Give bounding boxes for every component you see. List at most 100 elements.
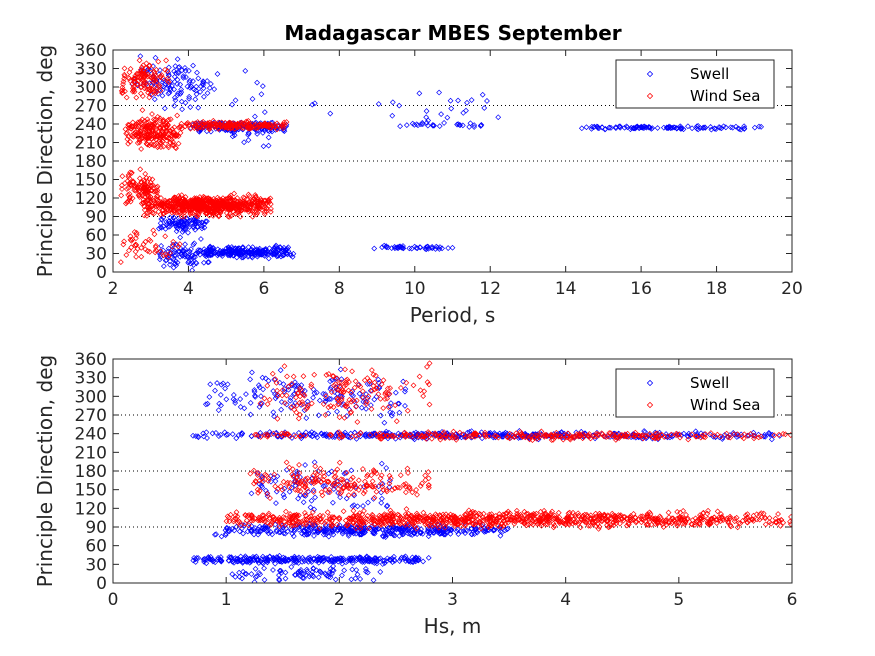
data-point (487, 518, 493, 525)
scatter-points (190, 360, 792, 583)
data-point (123, 130, 130, 137)
data-point (255, 250, 262, 257)
data-point (229, 201, 236, 208)
data-point (348, 528, 355, 535)
data-point (392, 519, 399, 526)
data-point (252, 574, 259, 580)
data-point (447, 517, 454, 524)
data-point (416, 90, 423, 97)
data-point (151, 71, 158, 77)
legend-label: Swell (690, 65, 729, 83)
data-point (697, 125, 704, 131)
data-point (234, 245, 241, 252)
data-point (397, 472, 404, 479)
data-point (270, 250, 277, 257)
data-point (696, 515, 703, 522)
data-point (237, 202, 244, 209)
data-point (138, 244, 145, 251)
data-point (143, 81, 150, 87)
data-point (472, 521, 478, 528)
data-point (254, 130, 261, 137)
data-point (492, 518, 499, 525)
data-point (692, 522, 698, 528)
data-point (549, 508, 555, 515)
data-point (271, 556, 278, 562)
data-point (244, 249, 250, 255)
data-point (171, 102, 178, 109)
data-point (153, 133, 160, 139)
data-point (179, 67, 185, 74)
data-point (519, 515, 526, 522)
data-point (387, 529, 394, 536)
data-point (267, 495, 273, 502)
data-point (287, 395, 294, 401)
y-tick-label: 150 (75, 171, 107, 191)
data-point (297, 573, 304, 579)
data-point (505, 516, 511, 523)
data-point (131, 86, 137, 93)
data-point (317, 516, 324, 523)
data-point (185, 258, 192, 265)
data-point (396, 558, 403, 564)
data-point (430, 516, 437, 523)
data-point (212, 531, 218, 538)
data-point (139, 70, 146, 76)
data-point (281, 388, 288, 395)
data-point (455, 97, 461, 104)
data-point (266, 245, 273, 252)
data-point (402, 483, 409, 490)
data-point (594, 521, 601, 528)
data-point (270, 514, 277, 521)
data-point (131, 88, 138, 95)
data-point (515, 512, 522, 519)
data-point (603, 518, 610, 524)
data-point (170, 214, 177, 221)
data-point (234, 195, 241, 201)
data-point (439, 519, 446, 525)
data-point (147, 87, 154, 94)
data-point (289, 471, 295, 478)
data-point (268, 205, 274, 212)
x-tick-label: 6 (258, 279, 269, 299)
data-point (514, 517, 521, 524)
data-point (368, 517, 375, 523)
data-point (119, 173, 126, 180)
data-point (188, 217, 195, 224)
data-point (124, 136, 131, 142)
data-point (152, 90, 159, 97)
data-point (478, 525, 484, 532)
data-point (165, 142, 172, 149)
data-point (279, 248, 285, 255)
data-point (447, 97, 454, 104)
data-point (251, 579, 258, 583)
data-point (349, 557, 356, 564)
data-point (278, 406, 285, 413)
data-point (307, 513, 314, 520)
data-point (223, 432, 230, 438)
data-point (260, 386, 266, 393)
data-point (566, 521, 573, 528)
data-point (125, 121, 132, 128)
x-tick-label: 20 (781, 279, 803, 299)
data-point (589, 518, 596, 525)
data-point (283, 401, 290, 408)
data-point (505, 519, 511, 526)
data-point (327, 571, 333, 577)
data-point (127, 233, 134, 240)
data-point (320, 432, 326, 439)
data-point (368, 472, 375, 479)
data-point (768, 520, 774, 527)
data-point (193, 212, 200, 219)
data-point (323, 518, 329, 525)
data-point (639, 435, 646, 442)
data-point (277, 558, 284, 565)
data-point (154, 123, 161, 129)
data-point (585, 522, 592, 529)
data-point (320, 390, 327, 397)
data-point (313, 432, 320, 438)
data-point (371, 557, 378, 564)
data-point (148, 81, 154, 88)
data-point (327, 378, 333, 385)
data-point (530, 521, 536, 528)
